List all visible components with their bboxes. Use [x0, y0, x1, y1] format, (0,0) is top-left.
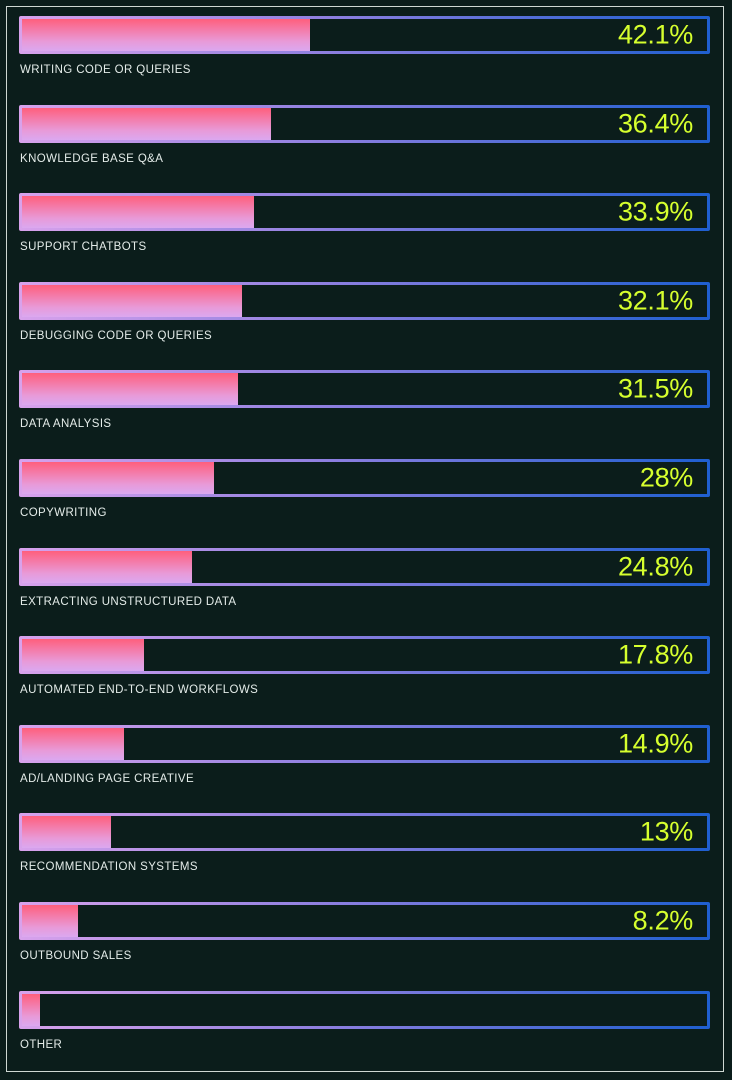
bar-row: 24.8% EXTRACTING UNSTRUCTURED DATA — [19, 548, 710, 608]
bar-value-label: 32.1% — [617, 285, 693, 316]
bar-fill — [22, 551, 192, 583]
bar-category-label: OUTBOUND SALES — [20, 950, 132, 962]
bar-category-label: OTHER — [20, 1039, 63, 1051]
bar-row: 28% COPYWRITING — [19, 459, 710, 519]
bar-row: 14.9% AD/LANDING PAGE CREATIVE — [19, 725, 710, 785]
bar-category-label: KNOWLEDGE BASE Q&A — [20, 153, 164, 165]
bar-value-label: 24.8% — [617, 551, 693, 582]
bar-row: 31.5% DATA ANALYSIS — [19, 370, 710, 430]
bar-track: 14.9% — [19, 725, 710, 763]
bar-category-label: DEBUGGING CODE OR QUERIES — [20, 330, 213, 342]
bar-row: 33.9% SUPPORT CHATBOTS — [19, 193, 710, 253]
bar-track: 13% — [19, 813, 710, 851]
bar-fill — [22, 285, 242, 317]
bar-value-label: 17.8% — [617, 639, 693, 670]
bar-row: OTHER — [19, 991, 710, 1051]
bar-category-label: RECOMMENDATION SYSTEMS — [20, 861, 198, 873]
bar-value-label: 36.4% — [617, 108, 693, 139]
bar-category-label: WRITING CODE OR QUERIES — [20, 64, 191, 76]
bar-fill — [22, 108, 271, 140]
bar-fill — [22, 994, 40, 1026]
bar-row: 8.2% OUTBOUND SALES — [19, 902, 710, 962]
bar-value-label: 14.9% — [617, 728, 693, 759]
bar-track: 8.2% — [19, 902, 710, 940]
chart-frame — [6, 6, 724, 1072]
bar-row: 32.1% DEBUGGING CODE OR QUERIES — [19, 282, 710, 342]
bar-track — [19, 991, 710, 1029]
bar-category-label: COPYWRITING — [20, 507, 107, 519]
bar-value-label: 33.9% — [617, 196, 693, 227]
bar-fill — [22, 196, 254, 228]
bar-category-label: SUPPORT CHATBOTS — [20, 241, 147, 253]
bar-value-label: 28% — [639, 462, 693, 493]
bar-fill — [22, 728, 124, 760]
bar-row: 13% RECOMMENDATION SYSTEMS — [19, 813, 710, 873]
bar-track: 31.5% — [19, 370, 710, 408]
bar-fill — [22, 373, 238, 405]
bar-track: 28% — [19, 459, 710, 497]
bar-track: 17.8% — [19, 636, 710, 674]
bar-value-label: 8.2% — [632, 905, 694, 936]
bar-track: 33.9% — [19, 193, 710, 231]
bar-track: 42.1% — [19, 16, 710, 54]
bar-track: 24.8% — [19, 548, 710, 586]
bar-fill — [22, 816, 111, 848]
bar-value-label: 13% — [639, 816, 693, 847]
bar-category-label: EXTRACTING UNSTRUCTURED DATA — [20, 596, 237, 608]
bar-fill — [22, 639, 144, 671]
bar-category-label: DATA ANALYSIS — [20, 418, 112, 430]
bar-value-label: 42.1% — [617, 19, 693, 50]
bar-track: 36.4% — [19, 105, 710, 143]
bar-category-label: AD/LANDING PAGE CREATIVE — [20, 773, 195, 785]
bar-category-label: AUTOMATED END-TO-END WORKFLOWS — [20, 684, 259, 696]
bar-value-label: 31.5% — [617, 373, 693, 404]
bar-fill — [22, 905, 78, 937]
bar-track: 32.1% — [19, 282, 710, 320]
bar-fill — [22, 462, 214, 494]
bar-row: 17.8% AUTOMATED END-TO-END WORKFLOWS — [19, 636, 710, 696]
bar-row: 36.4% KNOWLEDGE BASE Q&A — [19, 105, 710, 165]
bar-row: 42.1% WRITING CODE OR QUERIES — [19, 16, 710, 76]
bar-fill — [22, 19, 310, 51]
